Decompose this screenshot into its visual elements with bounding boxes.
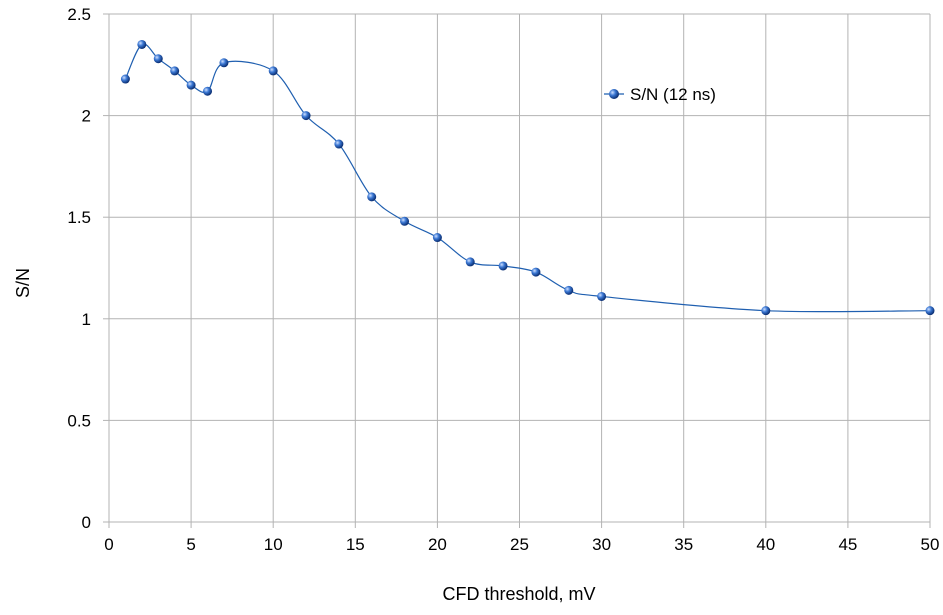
y-tick-label: 0.5	[67, 411, 91, 430]
data-point	[925, 306, 935, 316]
legend-marker	[609, 89, 619, 99]
data-point	[367, 192, 377, 202]
x-axis-title: CFD threshold, mV	[442, 584, 595, 604]
x-tick-label: 5	[186, 535, 195, 554]
data-point	[120, 74, 130, 84]
data-point	[498, 261, 508, 271]
data-point	[153, 54, 163, 64]
data-point	[531, 267, 541, 277]
x-tick-label: 15	[346, 535, 365, 554]
x-tick-label: 40	[756, 535, 775, 554]
x-tick-label: 50	[921, 535, 940, 554]
data-point	[219, 58, 229, 68]
x-tick-label: 0	[104, 535, 113, 554]
axes: 0 5 10 15 20 25 30 35 40 45 50 0 0.5 1 1.5 2 2.5	[67, 5, 939, 554]
x-tick-label: 25	[510, 535, 529, 554]
data-point	[432, 233, 442, 243]
data-point	[137, 39, 147, 49]
data-point	[761, 306, 771, 316]
data-point	[301, 111, 311, 121]
series-lines	[124, 43, 931, 313]
data-point	[268, 66, 278, 76]
series-points	[120, 39, 935, 316]
data-point	[465, 257, 475, 267]
series-line	[124, 43, 931, 313]
data-point	[564, 285, 574, 295]
data-point	[186, 80, 196, 90]
x-tick-label: 10	[264, 535, 283, 554]
x-tick-label: 35	[674, 535, 693, 554]
y-tick-label: 1	[82, 310, 91, 329]
x-tick-label: 30	[592, 535, 611, 554]
data-point	[203, 86, 213, 96]
data-point	[597, 291, 607, 301]
y-tick-label: 1.5	[67, 208, 91, 227]
y-tick-label: 2	[82, 107, 91, 126]
data-point	[334, 139, 344, 149]
y-axis-title: S/N	[13, 268, 33, 298]
x-tick-label: 20	[428, 535, 447, 554]
y-tick-label: 0	[82, 513, 91, 532]
legend-label: S/N (12 ns)	[630, 85, 716, 104]
data-point	[170, 66, 180, 76]
legend: S/N (12 ns)	[604, 85, 716, 104]
data-point	[400, 216, 410, 226]
x-tick-label: 45	[838, 535, 857, 554]
y-tick-label: 2.5	[67, 5, 91, 24]
